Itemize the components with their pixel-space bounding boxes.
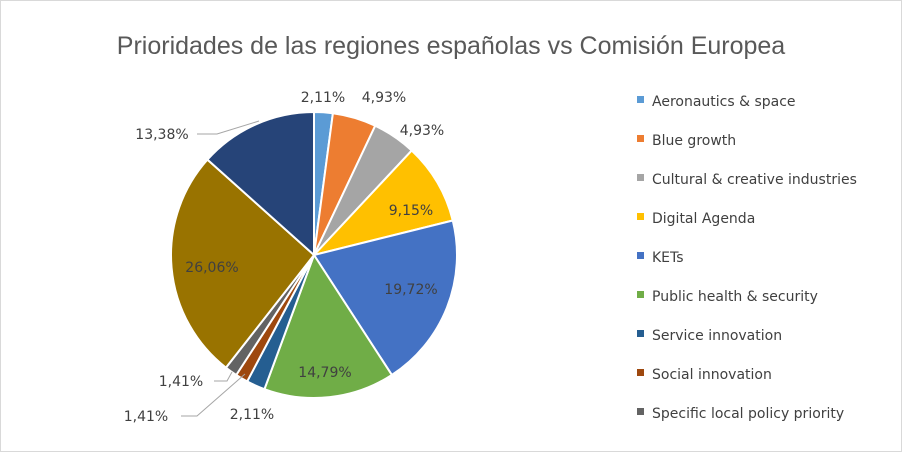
legend-swatch	[637, 96, 644, 103]
legend-label: Blue growth	[652, 133, 736, 149]
pie-slice	[170, 158, 316, 370]
legend-label: Specific local policy priority	[652, 406, 844, 422]
legend-label: KETs	[652, 250, 684, 266]
data-label: 19,72%	[384, 282, 437, 298]
leader-lines	[181, 120, 260, 417]
legend-label: Service innovation	[652, 328, 782, 344]
data-label: 2,11%	[230, 407, 274, 423]
legend-swatch	[637, 330, 644, 337]
legend: Aeronautics & space Blue growth Cultural &…	[637, 94, 857, 422]
legend-label: Aeronautics & space	[652, 94, 796, 110]
chart-title: Prioridades de las regiones españolas vs…	[117, 32, 786, 60]
leader-line	[214, 371, 233, 382]
legend-swatch	[637, 369, 644, 376]
data-label: 26,06%	[185, 260, 238, 276]
data-label: 1,41%	[159, 374, 203, 390]
pie-slice	[263, 252, 394, 399]
data-label: 13,38%	[135, 127, 188, 143]
legend-swatch	[637, 408, 644, 415]
leader-line	[181, 373, 246, 417]
legend-label: Cultural & creative industries	[652, 172, 857, 188]
data-label: 1,41%	[124, 409, 168, 425]
pie-slices	[170, 110, 458, 399]
pie-slice	[312, 219, 458, 377]
legend-swatch	[637, 135, 644, 142]
legend-swatch	[637, 291, 644, 298]
data-label: 4,93%	[400, 123, 444, 139]
data-label: 4,93%	[362, 90, 406, 106]
legend-label: Digital Agenda	[652, 211, 755, 227]
legend-swatch	[637, 174, 644, 181]
pie-slice	[206, 110, 315, 258]
legend-swatch	[637, 213, 644, 220]
data-label: 9,15%	[389, 203, 433, 219]
legend-swatch	[637, 252, 644, 259]
legend-label: Social innovation	[652, 367, 772, 383]
data-labels: 2,11% 4,93% 4,93% 9,15% 19,72% 14,79% 2,11% 1,4…	[124, 90, 444, 425]
leader-line	[197, 120, 260, 135]
data-label: 14,79%	[298, 365, 351, 381]
legend-label: Public health & security	[652, 289, 818, 305]
data-label: 2,11%	[301, 90, 345, 106]
